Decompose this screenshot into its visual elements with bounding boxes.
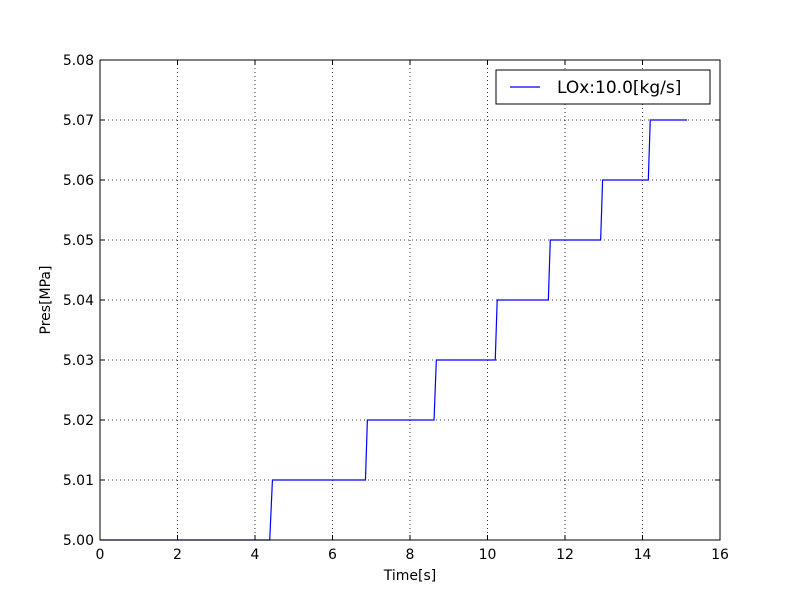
y-tick-label: 5.06 — [63, 173, 94, 189]
x-tick-label: 0 — [96, 547, 105, 563]
y-tick-label: 5.07 — [63, 113, 94, 129]
y-tick-label: 5.01 — [63, 473, 94, 489]
x-tick-label: 12 — [556, 547, 574, 563]
tick-labels: 0 2 4 6 8 10 12 14 16 5.00 5.01 5.02 5.03 5.04 5.05 5.0… — [63, 53, 729, 563]
ticks — [99, 59, 721, 541]
x-tick-label: 2 — [173, 547, 182, 563]
y-tick-label: 5.08 — [63, 53, 94, 69]
x-tick-label: 10 — [479, 547, 497, 563]
series-line — [100, 119, 688, 541]
grid — [100, 60, 720, 540]
x-tick-label: 4 — [251, 547, 260, 563]
y-tick-label: 5.00 — [63, 533, 94, 549]
y-axis-label: Pres[MPa] — [38, 266, 54, 335]
x-tick-label: 6 — [328, 547, 337, 563]
y-tick-label: 5.05 — [63, 233, 94, 249]
x-tick-label: 8 — [406, 547, 415, 563]
y-tick-label: 5.02 — [63, 413, 94, 429]
x-axis-label: Time[s] — [383, 568, 436, 584]
y-tick-label: 5.04 — [63, 293, 94, 309]
legend: LOx:10.0[kg/s] — [495, 69, 711, 105]
x-tick-label: 14 — [634, 547, 652, 563]
y-tick-label: 5.03 — [63, 353, 94, 369]
series-layer — [100, 119, 688, 541]
legend-label: LOx:10.0[kg/s] — [557, 78, 681, 98]
x-tick-label: 16 — [711, 547, 729, 563]
